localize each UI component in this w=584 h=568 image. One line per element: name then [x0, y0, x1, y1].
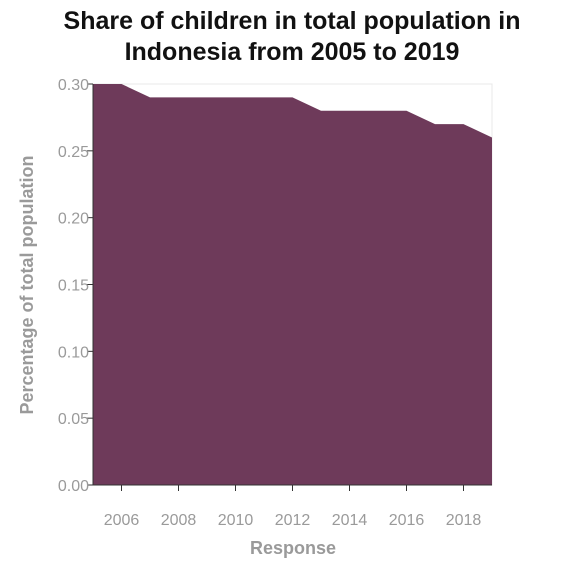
chart-title-line-2: Indonesia from 2005 to 2019 [125, 38, 460, 66]
y-tick-label: 0.30 [58, 77, 89, 94]
x-tick-label: 2018 [446, 512, 482, 529]
x-tick-label: 2014 [332, 512, 368, 529]
area-series [93, 84, 492, 485]
y-tick-label: 0.10 [58, 344, 89, 361]
x-tick-label: 2006 [104, 512, 140, 529]
y-tick-label: 0.25 [58, 144, 89, 161]
y-axis-ticks: 0.00 0.05 0.10 0.15 0.20 0.25 0.30 [58, 77, 93, 495]
x-axis-title: Response [250, 538, 336, 558]
chart-title-line-1: Share of children in total population in [64, 7, 521, 35]
x-tick-label: 2012 [275, 512, 311, 529]
y-tick-label: 0.05 [58, 411, 89, 428]
x-tick-label: 2008 [161, 512, 197, 529]
y-tick-label: 0.00 [58, 478, 89, 495]
y-axis-title: Percentage of total population [17, 155, 37, 414]
y-tick-label: 0.20 [58, 211, 89, 228]
x-tick-label: 2010 [218, 512, 254, 529]
x-axis-ticks: 2006 2008 2010 2012 2014 2016 2018 [104, 485, 482, 529]
x-tick-label: 2016 [389, 512, 425, 529]
y-tick-label: 0.15 [58, 278, 89, 295]
